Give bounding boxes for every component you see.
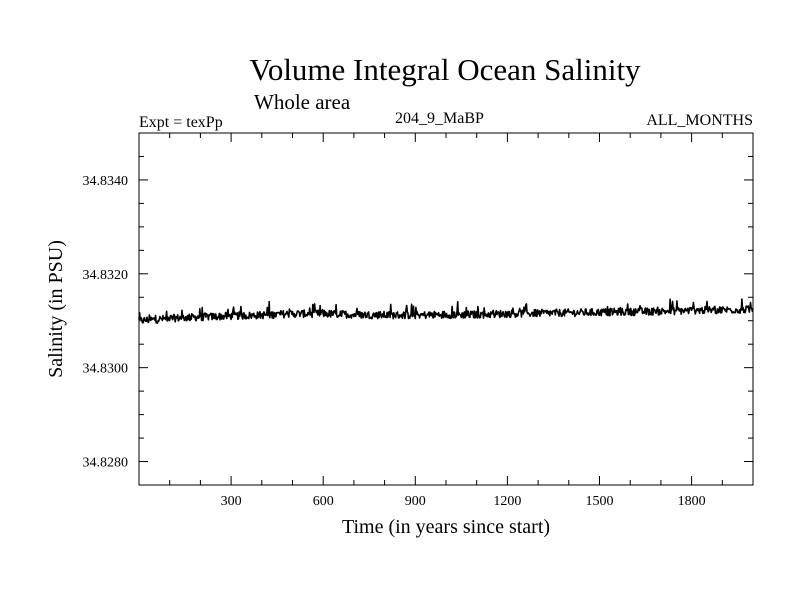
y-tick-label: 34.8340: [83, 174, 129, 189]
y-tick-label: 34.8320: [83, 268, 129, 283]
x-tick-label: 1200: [493, 494, 521, 509]
x-tick-label: 1500: [586, 494, 614, 509]
run-id-label: 204_9_MaBP: [395, 110, 484, 127]
chart-title: Volume Integral Ocean Salinity: [249, 52, 641, 87]
months-label: ALL_MONTHS: [646, 112, 753, 129]
experiment-label: Expt = texPp: [139, 114, 223, 131]
x-tick-label: 900: [405, 494, 426, 509]
y-tick-label: 34.8300: [83, 362, 129, 377]
x-tick-label: 600: [313, 494, 334, 509]
axis-ticks: 300 600 900 1200 1500 1800 34.8280 34.8300 34.83…: [83, 132, 753, 509]
x-tick-label: 1800: [678, 494, 706, 509]
x-axis-label: Time (in years since start): [342, 516, 550, 538]
y-tick-label: 34.8280: [83, 456, 129, 471]
chart-subtitle: Whole area: [254, 90, 351, 114]
y-axis-label: Salinity (in PSU): [45, 240, 67, 378]
series-group: [138, 298, 754, 324]
salinity-series-line: [138, 298, 754, 324]
x-tick-label: 300: [221, 494, 242, 509]
plot-frame: [138, 132, 754, 486]
